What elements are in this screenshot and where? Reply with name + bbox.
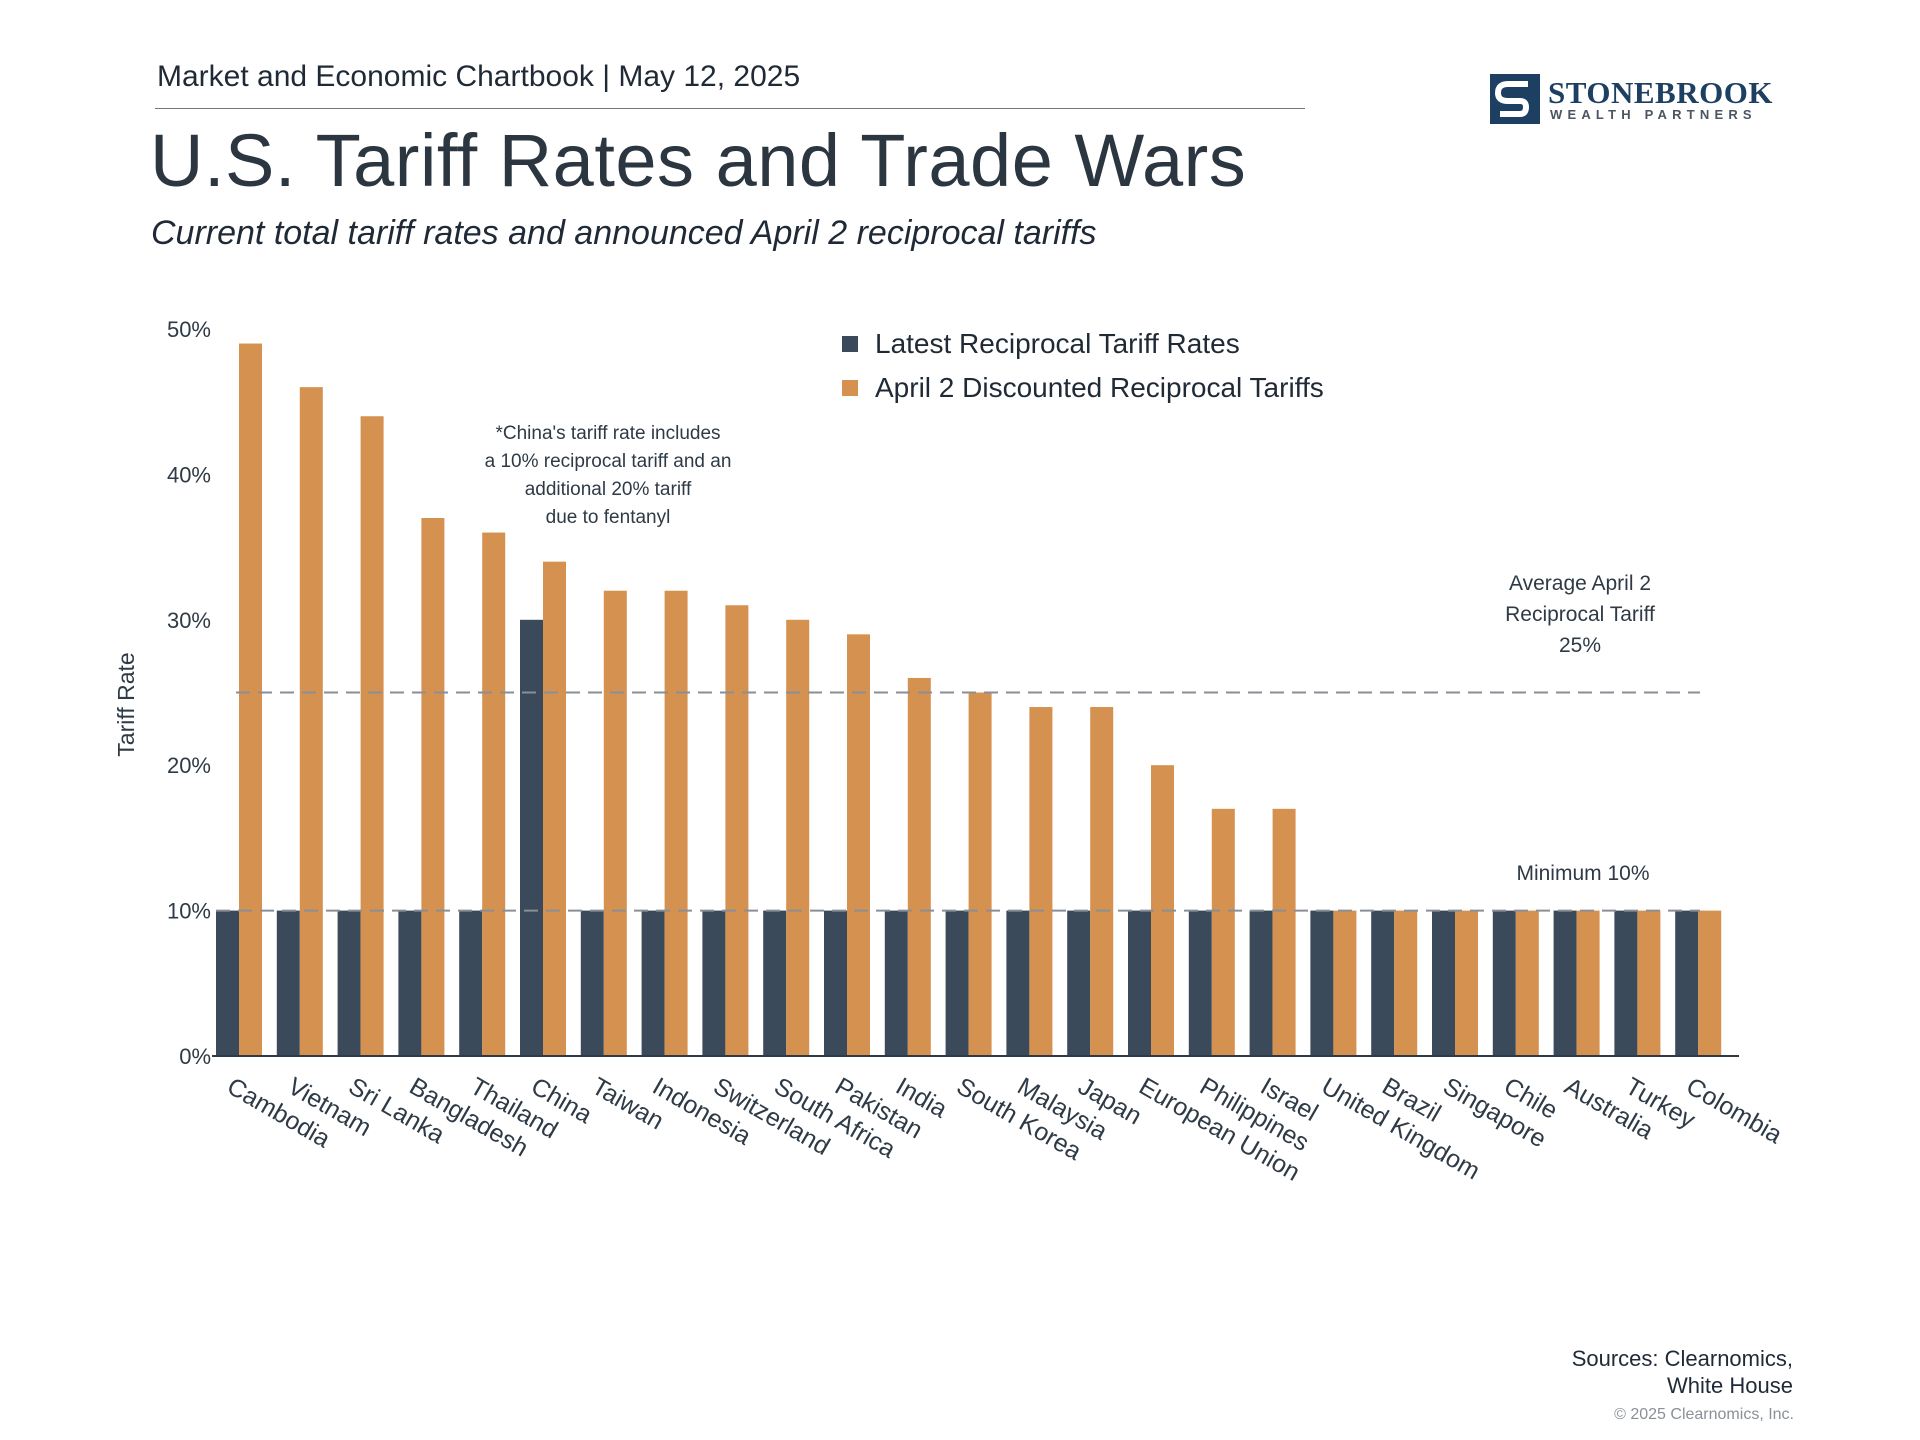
- bar-april2-rate: [1455, 910, 1478, 1056]
- bar-latest-rate: [1371, 910, 1395, 1056]
- bar-latest-rate: [1006, 910, 1030, 1056]
- bar-latest-rate: [1553, 910, 1577, 1056]
- page-title: U.S. Tariff Rates and Trade Wars: [150, 119, 1247, 202]
- chartbook-date: May 12, 2025: [618, 60, 801, 93]
- bar-april2-rate: [664, 590, 688, 1056]
- y-tick-label: 20%: [167, 753, 211, 778]
- sources-line-1: Sources: Clearnomics,: [1571, 1346, 1793, 1371]
- average-reference-label: Average April 2: [1509, 572, 1651, 595]
- bar-latest-rate: [945, 910, 969, 1056]
- bar-latest-rate: [1249, 910, 1273, 1056]
- bar-latest-rate: [459, 910, 483, 1056]
- bar-april2-rate: [1272, 808, 1296, 1056]
- legend-swatch-latest: [842, 336, 858, 352]
- chartbook-header: Market and Economic Chartbook | May 12, …: [157, 60, 800, 94]
- bar-latest-rate: [1492, 910, 1516, 1056]
- bar-april2-rate: [907, 677, 931, 1056]
- legend-swatch-april2: [842, 380, 858, 396]
- bar-latest-rate: [337, 910, 361, 1056]
- y-axis-title: Tariff Rate: [113, 652, 139, 756]
- y-tick-label: 30%: [167, 608, 211, 633]
- china-annotation-text: *China's tariff rate includes: [495, 423, 720, 444]
- bar-latest-rate: [1614, 910, 1638, 1056]
- bar-april2-rate: [239, 343, 262, 1056]
- bar-april2-rate: [603, 590, 627, 1056]
- bar-april2-rate: [421, 518, 445, 1056]
- bar-april2-rate: [299, 387, 323, 1056]
- bar-april2-rate: [786, 619, 810, 1056]
- header-separator: |: [602, 60, 611, 93]
- bar-latest-rate: [702, 910, 726, 1056]
- bar-april2-rate: [725, 605, 749, 1056]
- bar-april2-rate: [360, 416, 384, 1056]
- y-tick-label: 0%: [179, 1044, 211, 1069]
- bar-april2-rate: [968, 692, 992, 1056]
- minimum-reference-label: Minimum 10%: [1516, 862, 1649, 885]
- bar-april2-rate: [482, 532, 506, 1056]
- bar-april2-rate: [1029, 707, 1053, 1056]
- bar-april2-rate: [847, 634, 870, 1056]
- bar-april2-rate: [1698, 910, 1722, 1056]
- header-divider: [155, 108, 1305, 109]
- bar-latest-rate: [1675, 910, 1699, 1056]
- sources: Sources: Clearnomics, White House: [1572, 1345, 1793, 1399]
- y-tick-label: 10%: [167, 899, 211, 924]
- bar-latest-rate: [580, 910, 604, 1056]
- legend-label-april2: April 2 Discounted Reciprocal Tariffs: [875, 372, 1324, 403]
- logo-tagline: WEALTH PARTNERS: [1550, 107, 1757, 122]
- bar-latest-rate: [1310, 910, 1334, 1056]
- y-tick-label: 40%: [167, 462, 211, 487]
- stonebrook-logo: STONEBROOK WEALTH PARTNERS: [1490, 74, 1780, 130]
- bar-april2-rate: [1394, 910, 1418, 1056]
- stonebrook-s-mark-icon: [1490, 74, 1540, 124]
- bar-latest-rate: [1067, 910, 1091, 1056]
- copyright: © 2025 Clearnomics, Inc.: [1614, 1406, 1794, 1423]
- bar-latest-rate: [520, 619, 543, 1056]
- legend-label-latest: Latest Reciprocal Tariff Rates: [875, 328, 1240, 359]
- china-annotation-text: additional 20% tariff: [525, 479, 692, 500]
- page-subtitle: Current total tariff rates and announced…: [151, 214, 1097, 252]
- bar-latest-rate: [884, 910, 908, 1056]
- bar-latest-rate: [398, 910, 422, 1056]
- bar-latest-rate: [824, 910, 847, 1056]
- bar-april2-rate: [1576, 910, 1600, 1056]
- bar-april2-rate: [543, 561, 566, 1056]
- sources-line-2: White House: [1667, 1373, 1793, 1398]
- bar-april2-rate: [1211, 808, 1235, 1056]
- logo-name: STONEBROOK: [1548, 75, 1773, 110]
- bar-april2-rate: [1637, 910, 1661, 1056]
- china-annotation-text: a 10% reciprocal tariff and an: [485, 451, 732, 472]
- bar-latest-rate: [763, 910, 787, 1056]
- average-reference-label: Reciprocal Tariff: [1505, 603, 1655, 626]
- average-reference-label: 25%: [1559, 634, 1601, 657]
- china-annotation-text: due to fentanyl: [546, 507, 671, 528]
- bar-latest-rate: [216, 910, 239, 1056]
- chartbook-name: Market and Economic Chartbook: [157, 60, 594, 93]
- bar-latest-rate: [1432, 910, 1455, 1056]
- bar-latest-rate: [1188, 910, 1212, 1056]
- bar-april2-rate: [1515, 910, 1539, 1056]
- bar-latest-rate: [1128, 910, 1151, 1056]
- bar-latest-rate: [641, 910, 665, 1056]
- bar-april2-rate: [1333, 910, 1357, 1056]
- bar-latest-rate: [276, 910, 300, 1056]
- bar-april2-rate: [1090, 707, 1114, 1056]
- y-tick-label: 50%: [167, 317, 211, 342]
